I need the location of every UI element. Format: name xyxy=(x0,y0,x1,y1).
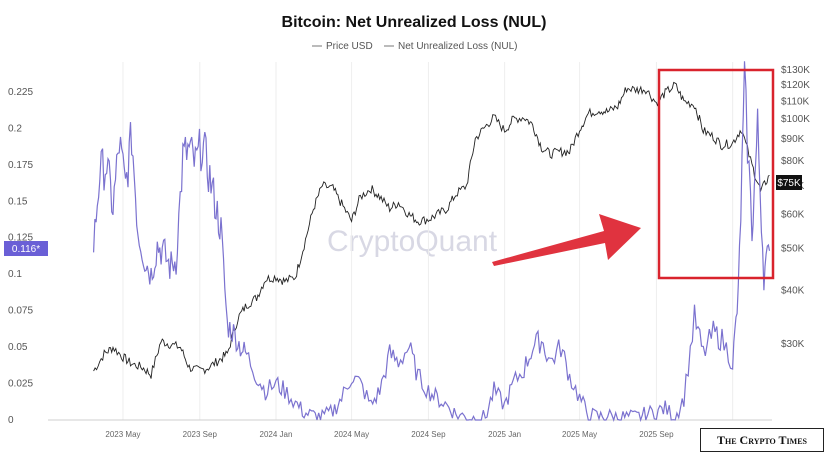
right-tick-label: $60K xyxy=(781,210,805,221)
watermark: CryptoQuant xyxy=(327,225,498,258)
right-tick-label: $110K xyxy=(781,96,810,107)
left-tick-label: 0.2 xyxy=(8,123,22,134)
left-tick-label: 0.225 xyxy=(8,87,33,98)
left-tick-label: 0.025 xyxy=(8,379,33,390)
current-nul-label: 0.116* xyxy=(12,244,40,255)
right-tick-label: $90K xyxy=(781,134,805,145)
right-tick-label: $50K xyxy=(781,244,805,255)
right-tick-label: $130K xyxy=(781,65,810,76)
right-axis: $130K$120K$110K$100K$90K$80K$70K$60K$50K… xyxy=(781,65,810,350)
highlight-box xyxy=(657,68,775,280)
x-tick-label: 2024 Sep xyxy=(411,430,446,439)
nul-line xyxy=(93,61,771,423)
left-tick-label: 0.175 xyxy=(8,160,33,171)
x-tick-label: 2023 May xyxy=(105,430,140,439)
right-tick-label: $100K xyxy=(781,114,810,125)
x-tick-label: 2025 Sep xyxy=(639,430,674,439)
current-nul-marker: 0.116* xyxy=(4,241,48,256)
brand-logo: The Crypto Times xyxy=(700,428,824,452)
x-tick-label: 2025 Jan xyxy=(488,430,521,439)
left-axis: 0.225 0.2 0.175 0.15 0.125 0.1 0.075 0.05 0.025 0 xyxy=(8,87,33,426)
current-price-label: $75K xyxy=(777,178,801,189)
x-tick-label: 2024 Jan xyxy=(260,430,293,439)
left-tick-label: 0.075 xyxy=(8,306,33,317)
current-price-marker: $75K xyxy=(776,175,802,190)
legend-price-label: Price USD xyxy=(326,41,373,52)
left-tick-label: 0.125 xyxy=(8,233,33,244)
right-tick-label: $40K xyxy=(781,285,805,296)
x-tick-label: 2023 Sep xyxy=(183,430,218,439)
left-tick-label: 0 xyxy=(8,415,14,426)
right-tick-label: $30K xyxy=(781,339,805,350)
red-arrow xyxy=(492,214,641,266)
left-tick-label: 0.1 xyxy=(8,269,22,280)
right-tick-label: $80K xyxy=(781,156,805,167)
left-tick-label: 0.05 xyxy=(8,342,28,353)
x-tick-label: 2024 May xyxy=(334,430,369,439)
x-tick-label: 2025 May xyxy=(562,430,597,439)
legend-nul-label: Net Unrealized Loss (NUL) xyxy=(398,41,518,52)
legend: Price USD Net Unrealized Loss (NUL) xyxy=(312,41,518,52)
right-tick-label: $120K xyxy=(781,80,810,91)
left-tick-label: 0.15 xyxy=(8,196,28,207)
chart-title: Bitcoin: Net Unrealized Loss (NUL) xyxy=(282,14,547,31)
